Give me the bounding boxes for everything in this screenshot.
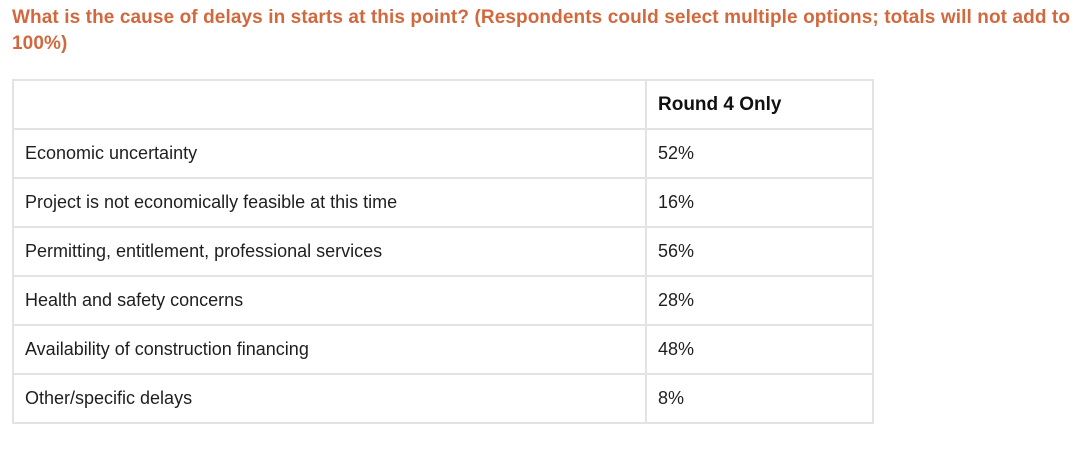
row-label: Health and safety concerns xyxy=(12,275,647,326)
row-label: Economic uncertainty xyxy=(12,128,647,179)
row-value: 8% xyxy=(645,373,874,424)
row-label: Permitting, entitlement, professional se… xyxy=(12,226,647,277)
table-row: Economic uncertainty 52% xyxy=(12,128,874,179)
row-value: 48% xyxy=(645,324,874,375)
row-value: 52% xyxy=(645,128,874,179)
table-header: Round 4 Only xyxy=(12,79,874,130)
table-row: Availability of construction financing 4… xyxy=(12,324,874,375)
header-cell-label xyxy=(12,79,647,130)
row-value: 56% xyxy=(645,226,874,277)
table-body: Economic uncertainty 52% Project is not … xyxy=(12,128,874,424)
results-table: Round 4 Only Economic uncertainty 52% Pr… xyxy=(12,79,874,424)
row-label: Project is not economically feasible at … xyxy=(12,177,647,228)
table-row: Project is not economically feasible at … xyxy=(12,177,874,228)
table-row: Other/specific delays 8% xyxy=(12,373,874,424)
table-row: Permitting, entitlement, professional se… xyxy=(12,226,874,277)
row-value: 16% xyxy=(645,177,874,228)
header-cell-round4: Round 4 Only xyxy=(645,79,874,130)
row-label: Other/specific delays xyxy=(12,373,647,424)
table-row: Health and safety concerns 28% xyxy=(12,275,874,326)
row-label: Availability of construction financing xyxy=(12,324,647,375)
row-value: 28% xyxy=(645,275,874,326)
question-title: What is the cause of delays in starts at… xyxy=(12,7,1071,54)
header-row: Round 4 Only xyxy=(12,79,874,130)
